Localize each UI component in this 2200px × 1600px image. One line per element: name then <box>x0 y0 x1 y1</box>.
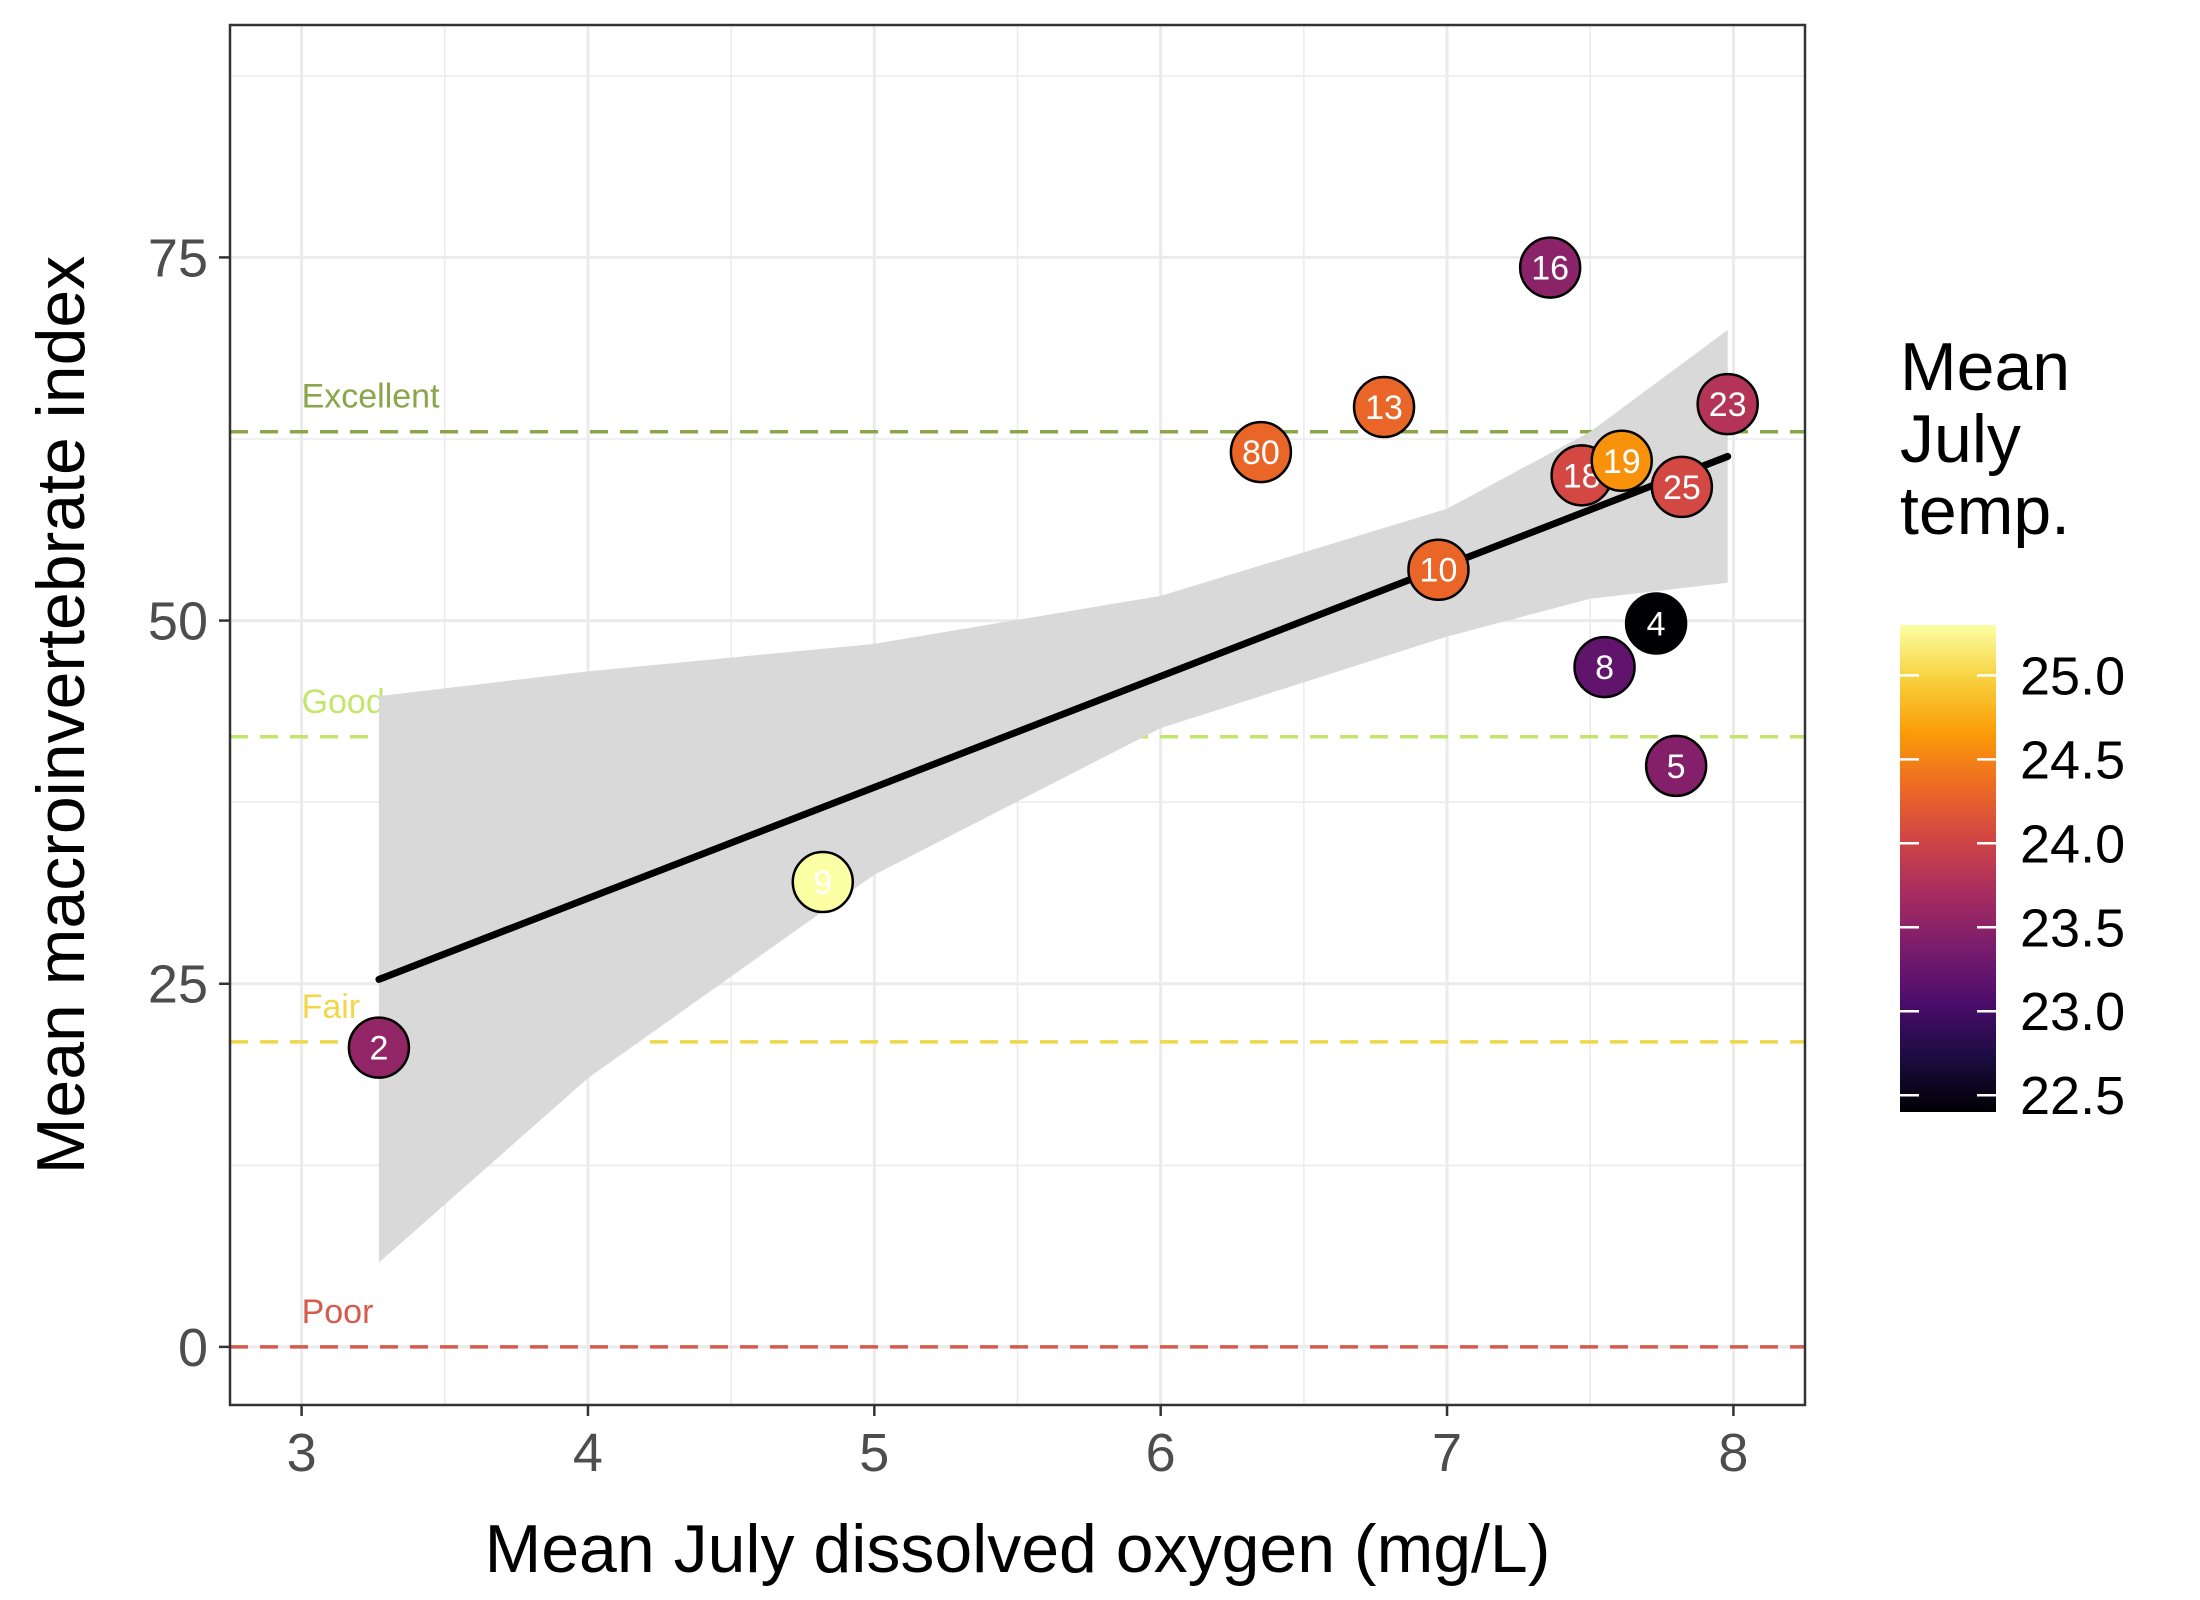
reference-label-excellent: Excellent <box>302 378 441 416</box>
y-tick-label: 50 <box>148 592 208 652</box>
x-tick-label: 7 <box>1432 1423 1462 1483</box>
point-label: 10 <box>1420 552 1458 590</box>
point-label: 23 <box>1709 386 1747 424</box>
data-point-9: 9 <box>791 850 855 914</box>
data-point-18: 18 <box>1550 444 1613 507</box>
point-marker <box>1696 372 1759 436</box>
data-point-25: 25 <box>1650 455 1714 519</box>
colorbar-tick-label: 22.5 <box>2020 1066 2125 1126</box>
point-label: 80 <box>1242 434 1280 472</box>
regression-line <box>375 452 1732 983</box>
data-point-2: 2 <box>347 1016 411 1079</box>
colorbar <box>1900 625 1996 1112</box>
point-label: 8 <box>1595 649 1614 687</box>
point-marker <box>1590 429 1653 493</box>
point-marker <box>1518 236 1582 299</box>
x-tick-label: 6 <box>1146 1423 1176 1483</box>
legend-title-line: temp. <box>1900 473 2070 549</box>
x-tick-label: 4 <box>573 1423 603 1483</box>
reference-label-poor: Poor <box>302 1293 374 1331</box>
point-label: 5 <box>1667 748 1686 786</box>
legend-title-line: Mean <box>1900 329 2070 405</box>
colorbar-tick-label: 24.0 <box>2020 814 2125 874</box>
point-marker <box>791 850 855 914</box>
x-tick-label: 8 <box>1718 1423 1748 1483</box>
data-point-8: 8 <box>1573 635 1636 699</box>
confidence-band-area <box>378 330 1728 1263</box>
reference-lines: Excellent Good Fair Poor <box>230 378 1805 1349</box>
data-point-23: 23 <box>1696 372 1759 436</box>
y-axis-title: Mean macroinvertebrate index <box>23 256 99 1174</box>
point-marker <box>347 1016 411 1079</box>
data-point-5: 5 <box>1644 734 1708 798</box>
point-marker <box>1407 538 1470 601</box>
point-label: 19 <box>1603 443 1641 481</box>
point-marker <box>1573 635 1636 699</box>
y-axis-ticks: 0 25 50 75 <box>148 228 230 1378</box>
point-label: 4 <box>1647 605 1666 643</box>
data-point-16: 16 <box>1518 236 1582 299</box>
y-tick-label: 0 <box>178 1318 208 1378</box>
colorbar-tick-label: 25.0 <box>2020 646 2125 706</box>
colorbar-tick-label: 24.5 <box>2020 730 2125 790</box>
trend-line <box>375 452 1732 983</box>
point-marker <box>1624 592 1688 655</box>
data-point-80: 80 <box>1229 420 1293 484</box>
y-tick-label: 75 <box>148 228 208 288</box>
legend-title-line: July <box>1900 401 2021 477</box>
point-label: 9 <box>813 864 832 902</box>
x-tick-label: 3 <box>287 1423 317 1483</box>
reference-label-good: Good <box>302 683 385 721</box>
data-point-13: 13 <box>1352 375 1416 439</box>
point-marker <box>1352 375 1416 439</box>
colorbar-tick-label: 23.0 <box>2020 982 2125 1042</box>
point-label: 25 <box>1663 469 1701 507</box>
data-points: 2 9 80 13 10 16 18 19 84 5 25 23 <box>347 236 1759 1079</box>
point-label: 2 <box>369 1030 388 1068</box>
data-point-10: 10 <box>1407 538 1470 601</box>
y-tick-label: 25 <box>148 955 208 1015</box>
data-point-19: 19 <box>1590 429 1653 493</box>
x-axis-ticks: 3 4 5 6 7 8 <box>287 1405 1748 1483</box>
colorbar-tick-label: 23.5 <box>2020 898 2125 958</box>
confidence-band <box>378 330 1728 1263</box>
reference-label-fair: Fair <box>302 988 361 1026</box>
point-label: 13 <box>1365 389 1403 427</box>
point-marker <box>1650 455 1714 519</box>
panel-border <box>228 23 1807 1407</box>
point-label: 16 <box>1531 250 1569 288</box>
x-tick-label: 5 <box>859 1423 889 1483</box>
x-axis-title: Mean July dissolved oxygen (mg/L) <box>485 1511 1551 1587</box>
point-marker <box>1229 420 1293 484</box>
point-marker <box>1644 734 1708 798</box>
data-point-4: 4 <box>1624 592 1688 655</box>
